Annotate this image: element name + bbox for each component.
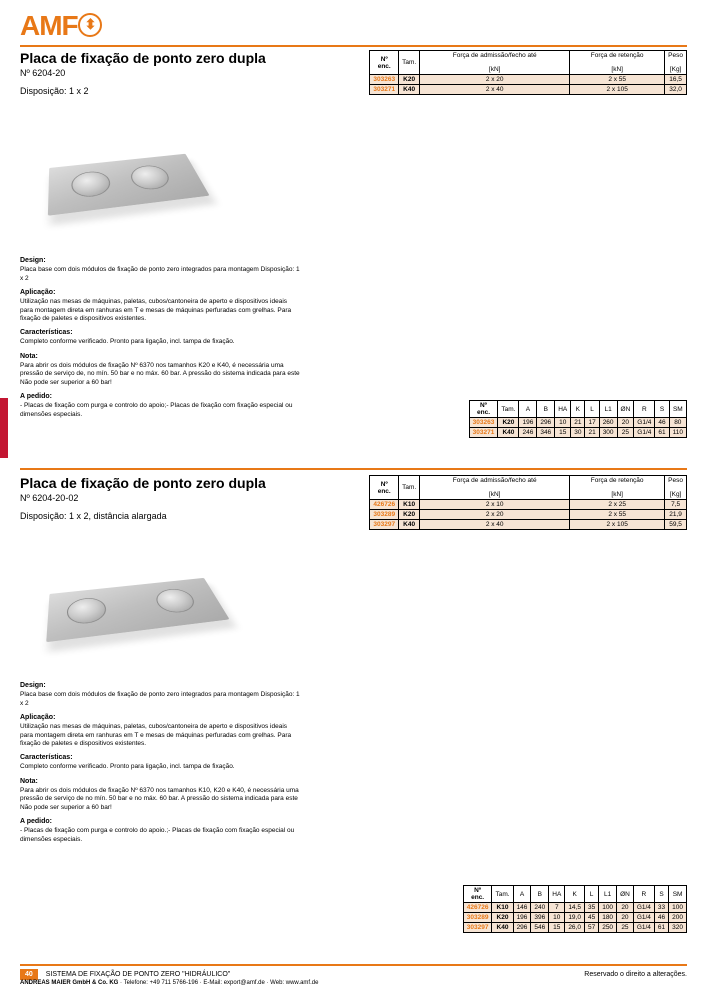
section2-no: Nº 6204-20-02	[20, 493, 300, 503]
footer-right: Reservado o direito a alterações.	[584, 971, 687, 978]
table-row: 303289K202 x 202 x 5521,9	[370, 510, 687, 520]
section2-sub: Disposição: 1 x 2, distância alargada	[20, 511, 300, 521]
page-number: 40	[20, 969, 38, 980]
desc1: Design:Placa base com dois módulos de fi…	[20, 256, 300, 419]
section1-sub: Disposição: 1 x 2	[20, 86, 300, 96]
logo: AMF	[20, 10, 102, 42]
divider-mid	[20, 468, 687, 470]
th-tam: Tam.	[399, 51, 420, 75]
section-1: Nºenc. Tam. Força de admissão/fecho até[…	[20, 50, 687, 419]
footer: 40 SISTEMA DE FIXAÇÃO DE PONTO ZERO "HID…	[20, 971, 687, 986]
table-row: 303263 K20 2 x 20 2 x 55 16,5	[370, 75, 687, 85]
table-row: 303271 K40 2 x 40 2 x 105 32,0	[370, 85, 687, 95]
section1-title: Placa de fixação de ponto zero dupla	[20, 50, 300, 66]
product-image-2	[20, 541, 210, 661]
divider-top	[20, 45, 687, 47]
th-forca: Força de admissão/fecho até[kN]	[420, 51, 570, 75]
table-row: 303289K201963961019,04518020G1/446200	[463, 913, 686, 923]
table-row: 303297K402965461526,05725025G1/461320	[463, 923, 686, 933]
section-2: Nºenc. Tam. Força de admissão/fecho até[…	[20, 475, 687, 955]
product-image-1	[20, 116, 210, 236]
table-dims-2: Nºenc. Tam.ABHAKLL1ØNRSSM 426726K1014624…	[463, 885, 687, 933]
table-row: 303263K2019629610211726020G1/44680	[469, 418, 686, 428]
section1-no: Nº 6204-20	[20, 68, 300, 78]
th-peso: Peso[Kg]	[665, 51, 687, 75]
red-tab	[0, 398, 8, 458]
table-row: 303297K402 x 402 x 10559,5	[370, 520, 687, 530]
table-force-1: Nºenc. Tam. Força de admissão/fecho até[…	[369, 50, 687, 95]
table-force-2: Nºenc. Tam. Força de admissão/fecho até[…	[369, 475, 687, 530]
footer-left: SISTEMA DE FIXAÇÃO DE PONTO ZERO "HIDRÁU…	[46, 971, 231, 978]
section2-title: Placa de fixação de ponto zero dupla	[20, 475, 300, 491]
divider-bottom	[20, 964, 687, 966]
table-dims-1: Nºenc. Tam.ABHAKLL1ØNRSSM 303263K2019629…	[469, 400, 687, 438]
table-row: 426726K10146240714,53510020G1/433100	[463, 903, 686, 913]
th-nenc: Nºenc.	[370, 51, 399, 75]
th-ret: Força de retenção[kN]	[570, 51, 665, 75]
table-row: 426726K102 x 102 x 257,5	[370, 500, 687, 510]
desc2: Design:Placa base com dois módulos de fi…	[20, 681, 300, 844]
table-row: 303271K4024634615302130025G1/461110	[469, 428, 686, 438]
